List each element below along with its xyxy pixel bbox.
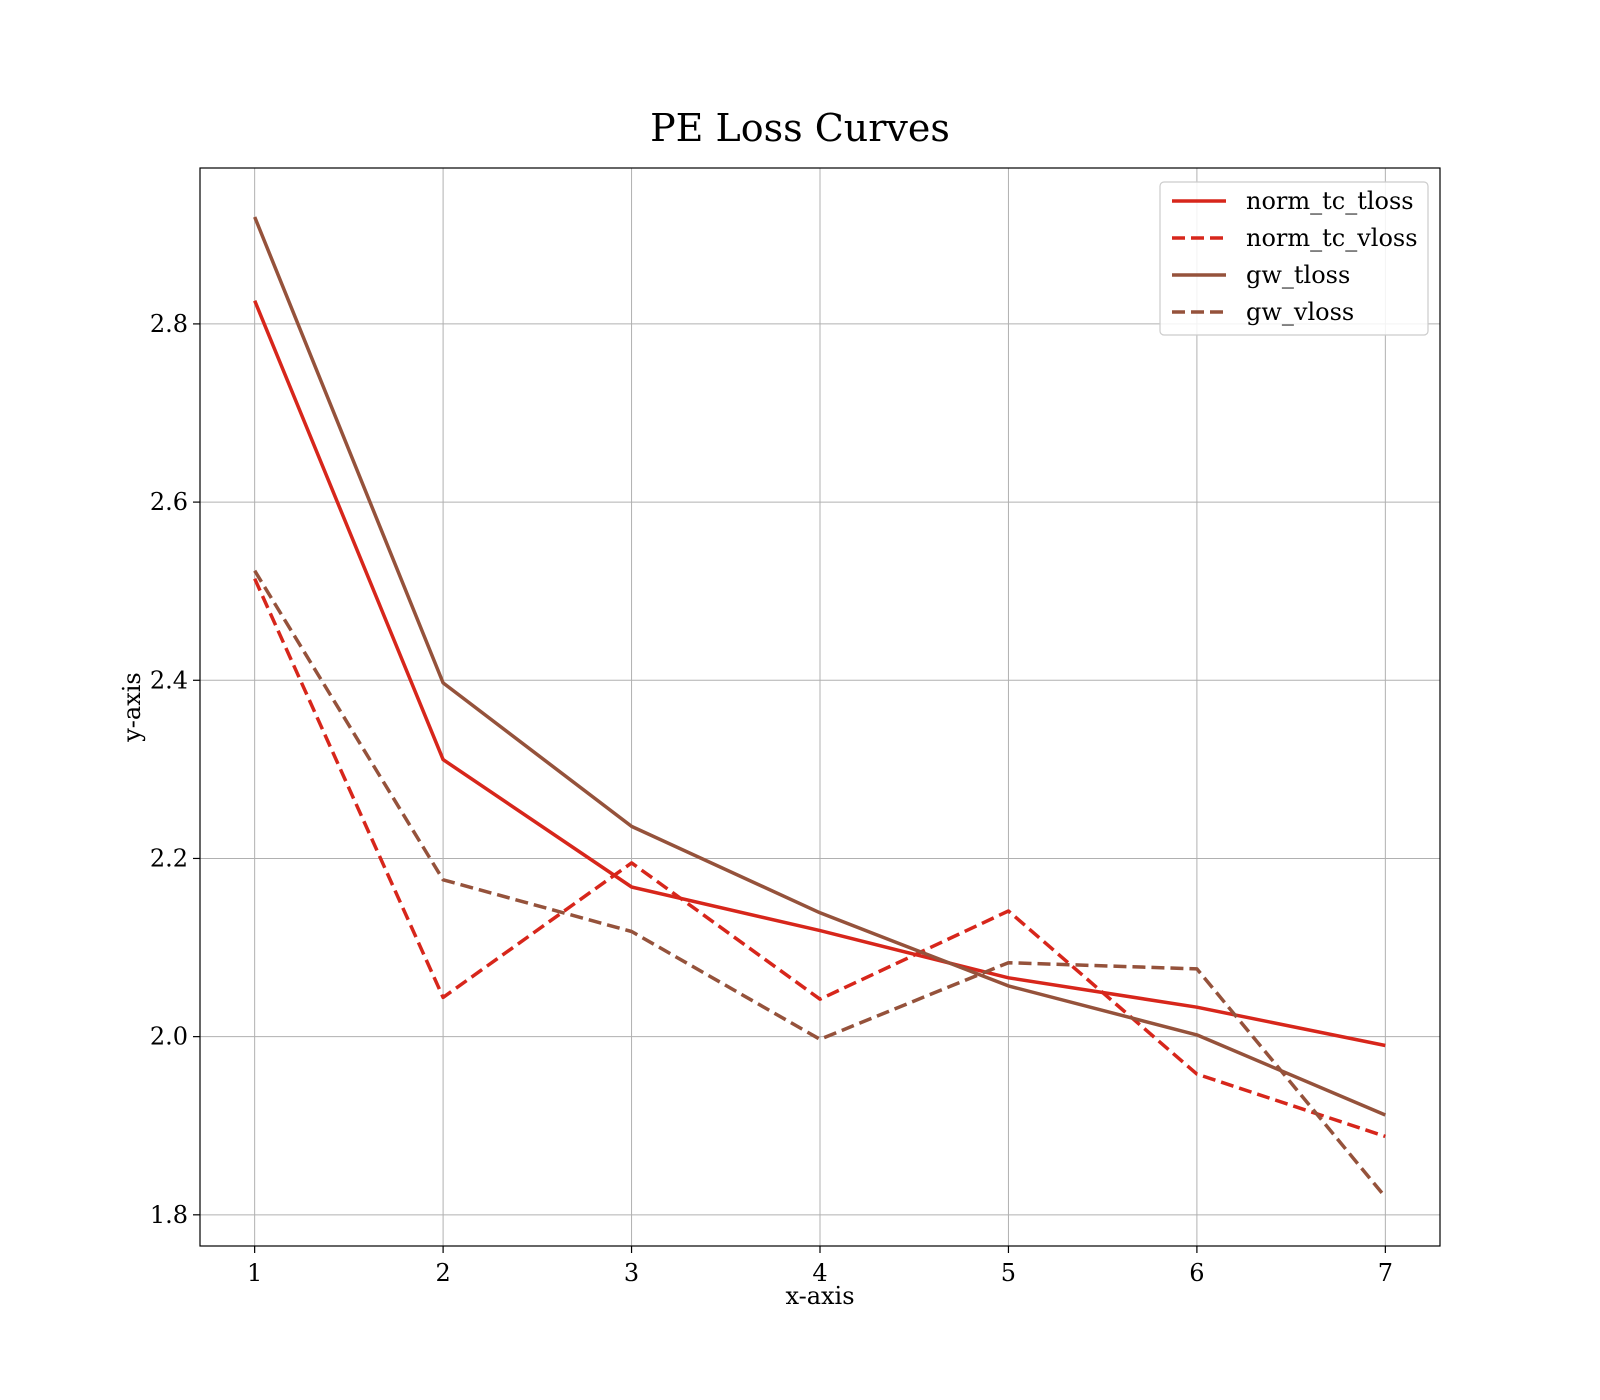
legend: norm_tc_tloss norm_tc_vloss gw_tloss gw_vlo… bbox=[1159, 181, 1429, 336]
x-tick-label: 3 bbox=[624, 1259, 639, 1287]
x-tick-label: 1 bbox=[247, 1259, 262, 1287]
y-tick-label: 2.4 bbox=[150, 666, 188, 694]
legend-box bbox=[1159, 181, 1429, 336]
legend-label-gw-vloss: gw_vloss bbox=[1246, 298, 1354, 326]
plot-series bbox=[253, 216, 1387, 1199]
chart-title: PE Loss Curves bbox=[650, 106, 950, 150]
x-axis-label: x-axis bbox=[785, 1282, 854, 1310]
x-tick-label: 2 bbox=[435, 1259, 450, 1287]
y-tick-label: 1.8 bbox=[150, 1201, 188, 1229]
legend-label-norm-tc-vloss: norm_tc_vloss bbox=[1246, 224, 1418, 252]
x-axis-ticks: 1 2 3 4 5 6 7 bbox=[247, 1246, 1393, 1287]
legend-label-norm-tc-tloss: norm_tc_tloss bbox=[1246, 187, 1414, 215]
y-axis-label: y-axis bbox=[118, 672, 146, 743]
y-axis-ticks: 1.8 2.0 2.2 2.4 2.6 2.8 bbox=[150, 310, 200, 1229]
y-tick-label: 2.8 bbox=[150, 310, 188, 338]
x-tick-label: 4 bbox=[812, 1259, 827, 1287]
x-tick-label: 6 bbox=[1189, 1259, 1204, 1287]
series-line-norm-tc-vloss bbox=[253, 577, 1386, 1139]
series-line-norm-tc-tloss bbox=[253, 300, 1386, 1048]
legend-entries: norm_tc_tloss norm_tc_vloss gw_tloss gw_vlo… bbox=[1172, 187, 1418, 326]
y-tick-label: 2.2 bbox=[150, 844, 188, 872]
legend-label-gw-tloss: gw_tloss bbox=[1246, 261, 1350, 289]
y-tick-label: 2.6 bbox=[150, 488, 188, 516]
grid-lines bbox=[200, 168, 1440, 1246]
series-line-gw-vloss bbox=[253, 569, 1387, 1199]
y-tick-label: 2.0 bbox=[150, 1023, 188, 1051]
x-tick-label: 7 bbox=[1378, 1259, 1393, 1287]
x-tick-label: 5 bbox=[1001, 1259, 1016, 1287]
